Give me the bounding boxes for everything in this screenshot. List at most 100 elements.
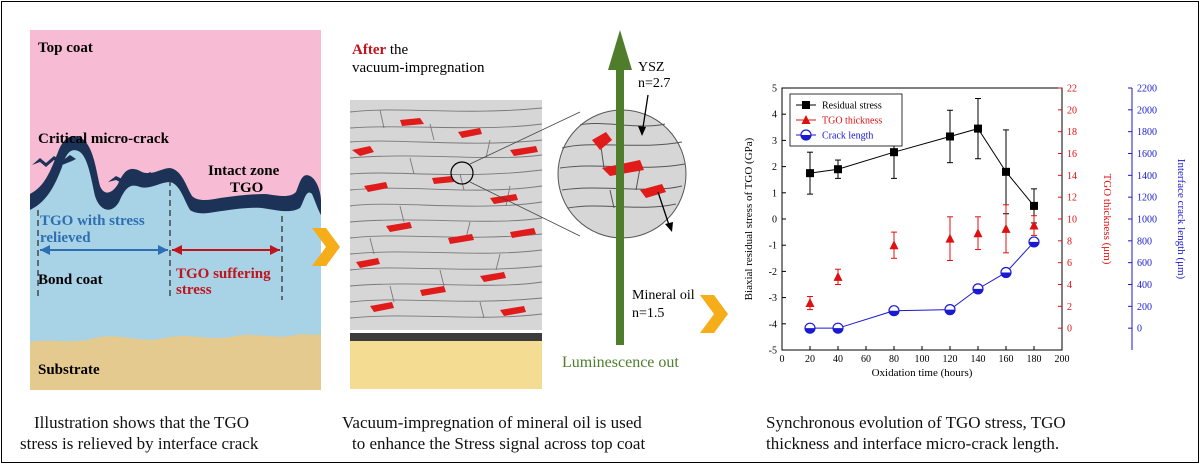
label-tgo-suffering-1: TGO suffering xyxy=(176,266,271,282)
bond-coat-layer xyxy=(30,148,321,390)
point-tgo-thickness xyxy=(973,228,983,238)
legend-marker xyxy=(801,115,811,124)
y-axis-label-3: Interface crack length (μm) xyxy=(1175,159,1187,280)
point-tgo-thickness xyxy=(805,298,815,308)
y-tick-label-left: -5 xyxy=(769,346,777,357)
tgo-layer xyxy=(30,136,321,215)
point-tgo-thickness xyxy=(1029,220,1039,230)
y-tick-label-right: 8 xyxy=(1067,236,1072,247)
point-residual-stress xyxy=(974,124,982,133)
y-tick-label-outer: 1400 xyxy=(1137,171,1157,182)
label-intact-zone: Intact zone xyxy=(208,163,280,179)
label-tgo-relieved-2: relieved xyxy=(40,230,91,246)
label-tgo: TGO xyxy=(230,180,264,196)
y-tick-label-right: 14 xyxy=(1067,171,1077,182)
y-tick-label-outer: 1200 xyxy=(1137,193,1157,204)
y-tick-label-right: 2 xyxy=(1067,302,1072,313)
oil-pointer xyxy=(657,191,671,229)
point-residual-stress xyxy=(834,165,842,174)
relieved-arrow-head-right xyxy=(158,245,168,255)
y-tick-label-outer: 2200 xyxy=(1137,84,1157,95)
arrow-right-icon-1 xyxy=(312,228,340,266)
legend-label: Crack length xyxy=(822,131,873,142)
label-after-rest: the xyxy=(386,42,409,58)
y-tick-label-left: 4 xyxy=(772,110,777,121)
y-tick-label-left: -1 xyxy=(769,241,777,252)
point-crack-length-fill xyxy=(889,310,899,316)
mineral-oil-pockets xyxy=(352,118,538,316)
label-ysz: YSZ xyxy=(638,60,665,75)
label-bond-coat: Bond coat xyxy=(38,272,103,288)
y-tick-label-left: -3 xyxy=(769,293,777,304)
point-crack-length-fill xyxy=(1001,272,1011,278)
legend-label: Residual stress xyxy=(822,101,882,112)
y-tick-label-right: 4 xyxy=(1067,280,1072,291)
legend-label: TGO thickness xyxy=(822,116,882,127)
caption-panel-3-line-1: Synchronous evolution of TGO stress, TGO xyxy=(766,413,1066,432)
suffering-arrow-head-right xyxy=(270,245,280,255)
zoom-line-top xyxy=(469,111,581,165)
point-residual-stress xyxy=(946,132,954,141)
series-line-crack-length xyxy=(810,241,1035,329)
coating-block xyxy=(350,100,542,330)
point-tgo-thickness xyxy=(889,240,899,250)
bond-layer-dark xyxy=(350,333,542,341)
y-tick-label-right: 16 xyxy=(1067,149,1077,160)
x-tick-label: 0 xyxy=(780,354,785,365)
luminescence-arrow-head xyxy=(608,30,632,70)
y-tick-label-outer: 400 xyxy=(1137,280,1152,291)
substrate-block xyxy=(350,341,542,389)
label-ysz-n: n=2.7 xyxy=(638,76,671,91)
point-tgo-thickness xyxy=(833,271,843,281)
caption-panel-1-line-1: Illustration shows that the TGO xyxy=(34,413,249,432)
arrow-right-icon-2 xyxy=(700,295,728,333)
legend-marker xyxy=(802,101,810,109)
legend-marker-fill xyxy=(801,135,811,140)
y-tick-label-right: 6 xyxy=(1067,258,1072,269)
y-tick-label-outer: 800 xyxy=(1137,236,1152,247)
zoom-line-bottom xyxy=(469,181,581,237)
caption-panel-2-line-1: Vacuum-impregnation of mineral oil is us… xyxy=(342,413,642,432)
y-tick-label-outer: 2000 xyxy=(1137,105,1157,116)
x-tick-label: 100 xyxy=(915,354,930,365)
x-tick-label: 80 xyxy=(889,354,899,365)
label-substrate: Substrate xyxy=(38,362,100,378)
y-tick-label-left: 2 xyxy=(772,162,777,173)
y-tick-label-outer: 1000 xyxy=(1137,215,1157,226)
x-tick-label: 120 xyxy=(943,354,958,365)
point-crack-length-fill xyxy=(1029,241,1039,247)
point-crack-length-fill xyxy=(805,328,815,334)
zoom-target-circle xyxy=(450,161,474,185)
point-residual-stress xyxy=(1030,201,1038,210)
y-tick-label-right: 20 xyxy=(1067,105,1077,116)
x-tick-label: 40 xyxy=(833,354,843,365)
caption-panel-3-line-2: thickness and interface micro-crack leng… xyxy=(766,434,1060,453)
point-crack-length-fill xyxy=(833,328,843,334)
x-tick-label: 20 xyxy=(805,354,815,365)
y-tick-label-left: 1 xyxy=(772,188,777,199)
caption-panel-1-line-2: stress is relieved by interface crack xyxy=(20,434,259,453)
panel-1-illustration xyxy=(30,30,321,390)
y-tick-label-left: 5 xyxy=(772,84,777,95)
point-residual-stress xyxy=(1002,167,1010,176)
y-axis-label-1: Biaxial residual stress of TGO (GPa) xyxy=(743,137,755,300)
panel-2-illustration xyxy=(349,30,687,389)
point-residual-stress xyxy=(806,169,814,178)
x-tick-label: 140 xyxy=(971,354,986,365)
suffering-arrow-head-left xyxy=(172,245,182,255)
y-tick-label-left: 0 xyxy=(772,215,777,226)
y-tick-label-right: 12 xyxy=(1067,193,1077,204)
relieved-arrow-head-left xyxy=(40,245,50,255)
y-tick-label-outer: 600 xyxy=(1137,258,1152,269)
x-tick-label: 60 xyxy=(861,354,871,365)
label-after: After the xyxy=(352,42,408,59)
label-mineral-oil-n: n=1.5 xyxy=(632,306,665,321)
label-critical-crack: Critical micro-crack xyxy=(38,131,169,147)
point-tgo-thickness xyxy=(1001,223,1011,233)
ysz-pointer-head xyxy=(638,126,646,136)
x-tick-label: 200 xyxy=(1055,354,1070,365)
point-residual-stress xyxy=(890,148,898,157)
label-tgo-suffering-2: stress xyxy=(176,282,212,298)
y-tick-label-right: 22 xyxy=(1067,84,1077,95)
